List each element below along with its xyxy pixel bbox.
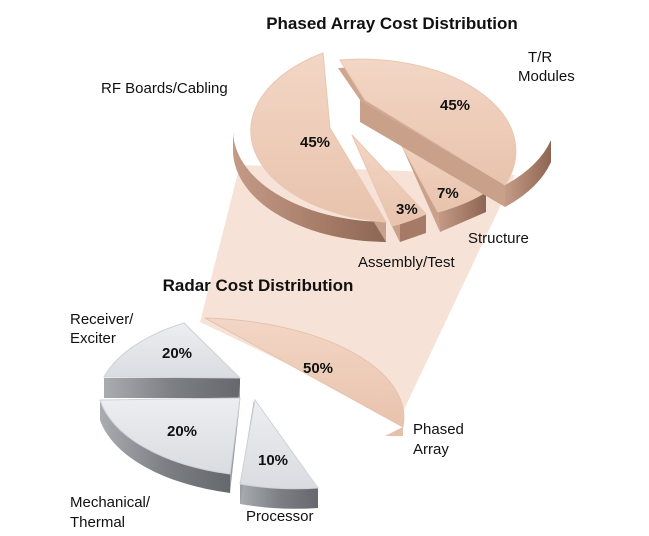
slice-mechanical-thermal [99, 383, 241, 493]
label-processor: Processor [246, 508, 314, 525]
slice-assembly-test-side [392, 214, 426, 242]
label-rf-boards-cabling: RF Boards/Cabling [101, 80, 228, 97]
slice-phased-array-top [204, 317, 405, 428]
slice-processor-side [240, 484, 318, 509]
value-tr-modules: 45% [440, 97, 470, 114]
value-receiver-exciter: 20% [162, 345, 192, 362]
value-assembly-test: 3% [396, 201, 418, 218]
slice-tr-modules-side [505, 140, 551, 207]
slice-rf-boards-cabling-top [250, 52, 387, 223]
label-tr-modules-line1: T/R [528, 49, 552, 66]
value-rf-boards-cabling: 45% [300, 134, 330, 151]
label-tr-modules-line2: Modules [518, 68, 575, 85]
slice-assembly-test-side-face [392, 222, 400, 242]
slice-processor [239, 398, 319, 509]
radar-pie [99, 317, 405, 509]
slice-rf-boards-cabling [232, 52, 387, 242]
label-structure: Structure [468, 230, 529, 247]
phased-array-chart-title: Phased Array Cost Distribution [266, 14, 518, 33]
slice-assembly-test [351, 134, 427, 242]
phased-array-pie [232, 52, 551, 242]
label-mechanical-thermal-line2: Thermal [70, 514, 125, 531]
label-phased-array-line1: Phased [413, 421, 464, 438]
slice-receiver-exciter [103, 322, 242, 398]
label-phased-array-line2: Array [413, 441, 449, 458]
slice-mechanical-thermal-top [99, 397, 241, 475]
label-assembly-test: Assembly/Test [358, 254, 456, 271]
slice-phased-array [204, 317, 405, 436]
value-processor: 10% [258, 452, 288, 469]
slice-processor-top [239, 398, 319, 490]
label-receiver-exciter-line1: Receiver/ [70, 311, 134, 328]
slice-tr-modules-side-face [360, 100, 505, 207]
slice-tr-modules [338, 58, 551, 207]
radar-chart-title: Radar Cost Distribution [163, 276, 354, 295]
slice-phased-array-side [385, 427, 403, 436]
slice-rf-boards-cabling-side [232, 128, 386, 242]
slice-assembly-test-top [351, 134, 427, 227]
value-structure: 7% [437, 185, 459, 202]
slice-structure-side [438, 192, 486, 232]
slice-receiver-exciter-top [103, 322, 242, 379]
slice-mechanical-thermal-side [100, 400, 230, 493]
slice-tr-modules-top-face [339, 58, 517, 186]
label-mechanical-thermal-line1: Mechanical/ [70, 494, 151, 511]
value-mechanical-thermal: 20% [167, 423, 197, 440]
label-receiver-exciter-line2: Exciter [70, 330, 116, 347]
value-phased-array: 50% [303, 360, 333, 377]
slice-receiver-exciter-side [104, 378, 240, 398]
